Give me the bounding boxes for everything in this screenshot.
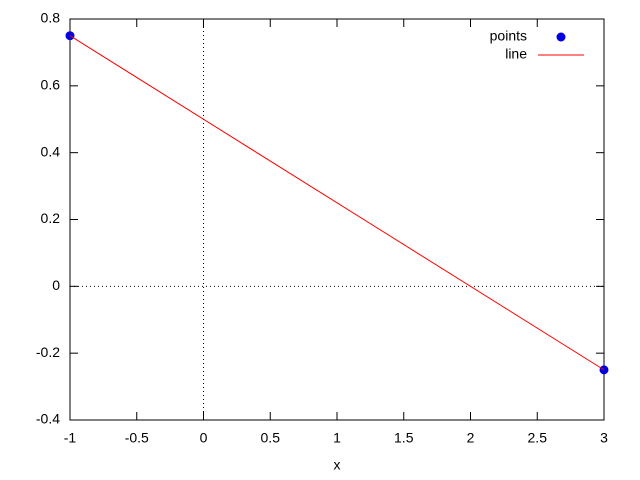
y-tick-label: 0.2 [41,210,61,226]
legend-label: points [490,28,527,44]
y-tick-label: -0.4 [36,411,60,427]
x-tick-label: -0.5 [125,430,149,446]
x-axis-label: x [334,457,341,473]
x-tick-label: 1.5 [394,430,414,446]
x-tick-label: 0.5 [261,430,281,446]
y-tick-label: 0.8 [41,10,61,26]
x-tick-label: 3 [600,430,608,446]
x-tick-label: 2.5 [528,430,548,446]
legend-marker [556,32,566,42]
plot-border [69,18,605,421]
line [69,35,605,371]
legend-label: line [505,46,527,62]
y-tick-label: 0.4 [41,143,61,159]
x-tick-label: 0 [200,430,208,446]
x-tick-label: -1 [64,430,77,446]
x-tick-label: 2 [467,430,475,446]
y-tick-label: 0.6 [41,77,61,93]
x-tick-label: 1 [333,430,341,446]
y-tick-label: 0 [52,277,60,293]
y-tick-label: -0.2 [36,344,60,360]
